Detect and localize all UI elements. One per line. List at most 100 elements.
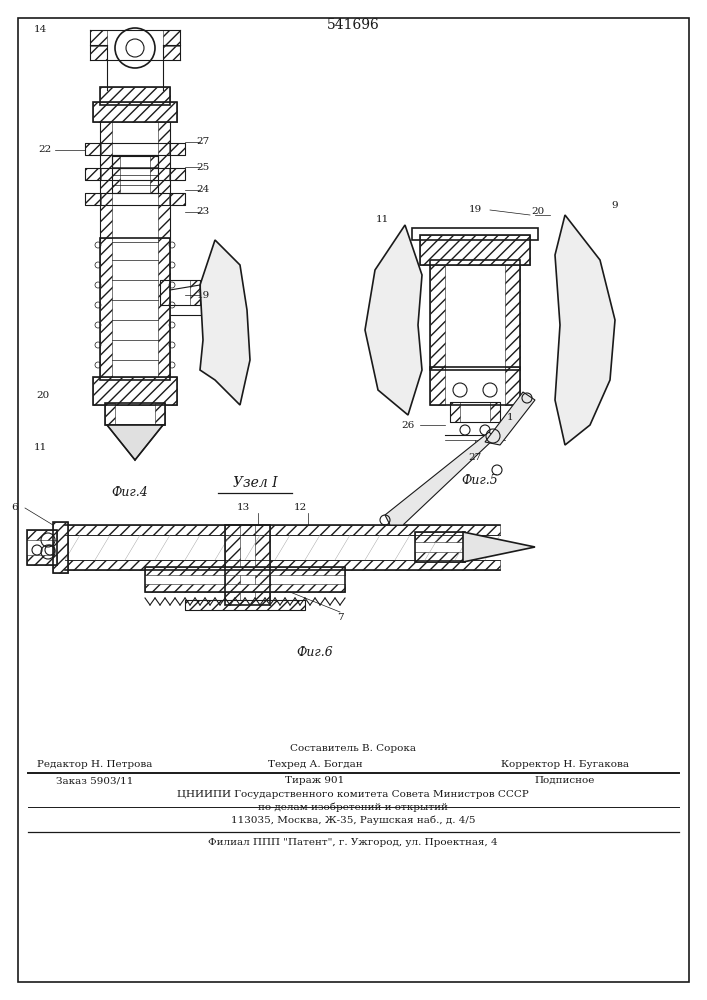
Bar [169, 143, 185, 155]
Bar [90, 46, 107, 60]
Text: 23: 23 [197, 208, 209, 217]
Bar [415, 532, 465, 562]
Bar [430, 367, 520, 405]
Text: 7: 7 [337, 613, 344, 622]
Text: Узел I: Узел I [233, 476, 277, 490]
Bar [412, 228, 538, 240]
Text: 19: 19 [197, 290, 209, 300]
Text: 24: 24 [197, 186, 209, 194]
Bar [93, 377, 177, 405]
Text: Техред А. Богдан: Техред А. Богдан [268, 760, 362, 769]
Polygon shape [463, 532, 535, 562]
Bar [65, 525, 500, 535]
Bar [100, 238, 112, 380]
Bar [145, 584, 345, 592]
Text: 541696: 541696 [327, 18, 380, 32]
Text: 27: 27 [197, 137, 209, 146]
Bar [420, 235, 530, 265]
Bar [145, 567, 345, 575]
Bar [160, 280, 170, 305]
Text: 13: 13 [236, 504, 250, 512]
Text: Фиг.4: Фиг.4 [112, 486, 148, 498]
Polygon shape [385, 432, 495, 525]
Bar [450, 402, 460, 422]
Text: 19: 19 [468, 206, 481, 215]
Text: 26: 26 [402, 420, 414, 430]
Bar [155, 403, 165, 425]
Bar [185, 600, 305, 610]
Text: Редактор Н. Петрова: Редактор Н. Петрова [37, 760, 153, 769]
Bar [85, 143, 185, 155]
Bar [27, 530, 57, 565]
Bar [420, 235, 530, 265]
Bar [85, 168, 185, 180]
Bar [150, 156, 158, 193]
Text: Фиг.5: Фиг.5 [462, 474, 498, 487]
Bar [415, 552, 465, 562]
Bar [169, 168, 185, 180]
Bar [145, 567, 345, 592]
Text: 9: 9 [612, 200, 619, 210]
Bar [100, 87, 170, 105]
Text: 12: 12 [293, 504, 307, 512]
Text: 6: 6 [12, 504, 18, 512]
Bar [93, 377, 177, 405]
Text: Корректор Н. Бугакова: Корректор Н. Бугакова [501, 760, 629, 769]
Bar [430, 260, 445, 370]
Text: 20: 20 [532, 208, 544, 217]
Text: 113035, Москва, Ж-35, Раушская наб., д. 4/5: 113035, Москва, Ж-35, Раушская наб., д. … [230, 816, 475, 825]
Bar [27, 530, 57, 540]
Text: Фиг.6: Фиг.6 [297, 646, 334, 658]
Text: 1: 1 [507, 414, 513, 422]
Text: 27: 27 [468, 454, 481, 462]
Bar [93, 102, 177, 122]
Polygon shape [555, 215, 615, 445]
Bar [430, 367, 445, 405]
Bar [105, 403, 165, 425]
Bar [85, 193, 101, 205]
Bar [112, 156, 158, 193]
Text: 20: 20 [36, 390, 49, 399]
Bar [490, 402, 500, 422]
Bar [27, 555, 57, 565]
Polygon shape [107, 425, 163, 460]
Text: Филиал ППП "Патент", г. Ужгород, ул. Проектная, 4: Филиал ППП "Патент", г. Ужгород, ул. Про… [208, 838, 498, 847]
Text: Составитель В. Сорока: Составитель В. Сорока [290, 744, 416, 753]
Bar [53, 522, 68, 573]
Bar [169, 193, 185, 205]
Bar [415, 532, 465, 542]
Bar [112, 155, 158, 168]
Bar [450, 402, 500, 422]
Bar [158, 238, 170, 380]
Bar [160, 280, 200, 305]
Bar [100, 87, 170, 105]
Text: 11: 11 [33, 444, 47, 452]
Text: по делам изобретений и открытий: по делам изобретений и открытий [258, 802, 448, 812]
Polygon shape [485, 392, 535, 445]
Bar [85, 168, 101, 180]
Bar [65, 560, 500, 570]
Bar [255, 525, 270, 605]
Text: Заказ 5903/11: Заказ 5903/11 [57, 776, 134, 785]
Bar [85, 143, 101, 155]
Bar [90, 30, 107, 47]
Bar [185, 600, 305, 610]
Text: 11: 11 [375, 216, 389, 225]
Bar [112, 156, 120, 193]
Bar [53, 522, 68, 573]
Bar [163, 46, 180, 60]
Bar [505, 260, 520, 370]
Text: Тираж 901: Тираж 901 [286, 776, 344, 785]
Bar [100, 238, 170, 380]
Text: Подписное: Подписное [534, 776, 595, 785]
Bar [225, 525, 270, 605]
Polygon shape [200, 240, 250, 405]
Text: 22: 22 [38, 145, 52, 154]
Bar [100, 122, 112, 240]
Bar [505, 367, 520, 405]
Bar [158, 122, 170, 240]
Bar [163, 30, 180, 47]
Bar [190, 280, 200, 305]
Bar [105, 403, 115, 425]
Text: 14: 14 [33, 25, 47, 34]
